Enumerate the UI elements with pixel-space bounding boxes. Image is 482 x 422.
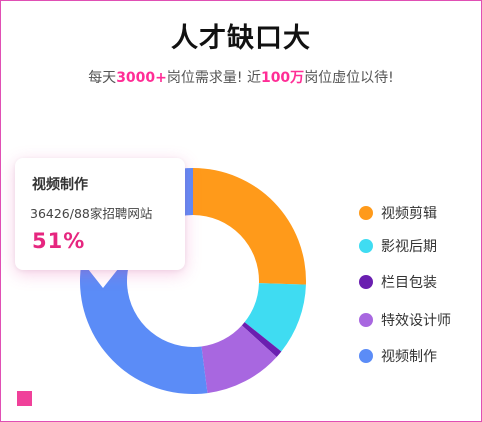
tooltip-pointer <box>88 269 118 288</box>
subtitle-part-1: 每天 <box>88 70 117 86</box>
legend-dot <box>359 349 373 363</box>
legend-item-video-editing[interactable]: 视频剪辑 <box>359 203 437 223</box>
subtitle-highlight-total: 100万 <box>260 70 305 86</box>
subtitle-part-3: 岗位虚位以待! <box>304 70 394 86</box>
legend-dot <box>359 313 373 327</box>
slice-vfx-designer[interactable] <box>201 325 277 394</box>
legend-label: 栏目包装 <box>381 275 437 291</box>
title-wrap: 人才缺口大 <box>0 16 482 55</box>
tooltip-percent: 51% <box>32 229 86 253</box>
legend-dot <box>359 239 373 253</box>
slice-video-editing[interactable] <box>193 168 307 285</box>
legend-dot <box>359 275 373 289</box>
slice-post-production[interactable] <box>244 283 306 352</box>
page-subtitle: 每天3000+岗位需求量! 近100万岗位虚位以待! <box>0 67 482 87</box>
legend-item-vfx-designer[interactable]: 特效设计师 <box>359 310 451 330</box>
slice-program-packaging[interactable] <box>241 322 282 357</box>
page-title: 人才缺口大 <box>163 16 319 55</box>
subtitle-highlight-daily: 3000+ <box>116 70 167 86</box>
page-title-text: 人才缺口大 <box>171 23 311 54</box>
tooltip-title: 视频制作 <box>32 177 88 193</box>
legend-item-post-production[interactable]: 影视后期 <box>359 236 437 256</box>
corner-decoration <box>17 391 32 406</box>
legend-label: 视频制作 <box>381 349 437 365</box>
legend-dot <box>359 206 373 220</box>
chart-tooltip: 视频制作 36426/88家招聘网站 51% <box>15 158 185 270</box>
tooltip-detail: 36426/88家招聘网站 <box>30 206 153 221</box>
legend-label: 特效设计师 <box>381 313 451 329</box>
legend-item-video-production[interactable]: 视频制作 <box>359 346 437 366</box>
legend-item-program-packaging[interactable]: 栏目包装 <box>359 272 437 292</box>
subtitle-part-2: 岗位需求量! 近 <box>166 70 261 86</box>
legend-label: 影视后期 <box>381 239 437 255</box>
legend-label: 视频剪辑 <box>381 206 437 222</box>
